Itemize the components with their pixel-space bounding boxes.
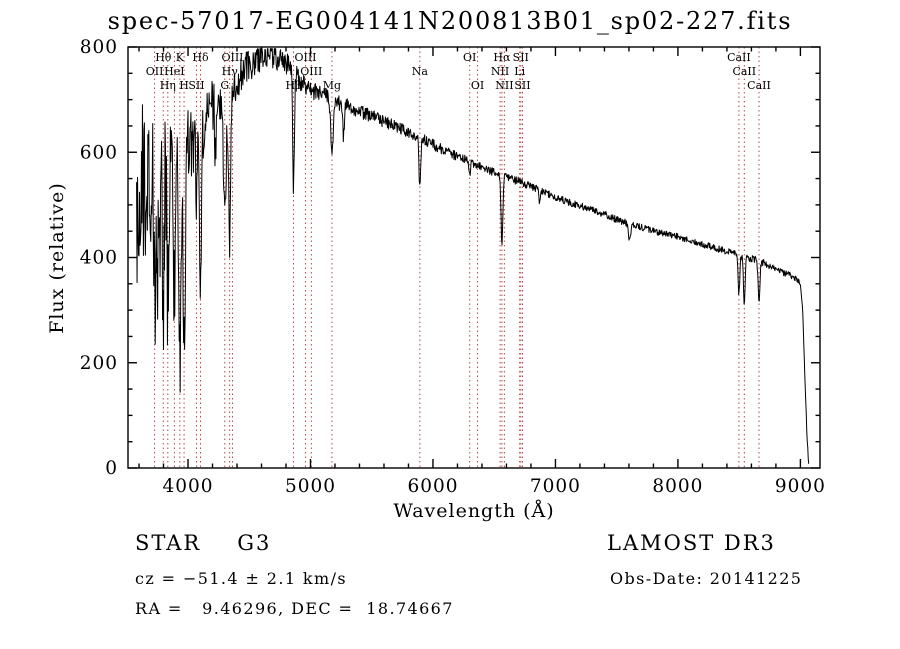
spectral-line-label: SII [514,79,530,92]
spectral-line-label: Li [514,65,525,78]
spectral-line-label: Hη [160,79,176,92]
x-tick-label: 7000 [530,476,581,497]
spectral-line-label: K [176,51,185,64]
spectral-line-label: CaII [747,79,771,92]
y-tick-label: 400 [80,248,118,269]
spectral-line-label: NII [491,65,509,78]
y-tick-label: 800 [80,37,118,58]
x-tick-label: 6000 [407,476,458,497]
y-tick-label: 0 [105,458,118,479]
spectral-line-label: OIII [294,51,316,64]
spectral-line-label: SII [513,51,529,64]
spectral-line-label: Mg [323,79,341,92]
axis-ticks [127,46,821,469]
x-tick-label: 9000 [775,476,826,497]
spectral-line-label: Hγ [222,65,239,78]
spectral-line-label: Hδ [192,51,209,64]
object-subclass: G3 [237,531,272,555]
object-classification: STAR G3 [135,531,271,555]
x-tick-label: 4000 [162,476,213,497]
y-tick-label: 200 [80,353,118,374]
x-tick-label: 8000 [652,476,703,497]
spectral-line-label: H [179,79,189,92]
spectral-line-label: OI [471,79,484,92]
spectral-line-label: CaII [727,51,751,64]
ra-dec: RA = 9.46296, DEC = 18.74667 [135,599,454,618]
spectral-line-label: Na [412,65,429,78]
spectral-line-label: Hα [493,51,511,64]
y-axis-label: Flux (relative) [46,182,68,334]
spectral-line-label: Hθ [155,51,172,64]
spectral-line-label: SII [188,79,204,92]
spectral-line-label: OII [146,65,164,78]
plot-title: spec-57017-EG004141N200813B01_sp02-227.f… [107,7,793,35]
obs-date: Obs-Date: 20141225 [610,569,803,588]
x-tick-label: 5000 [285,476,336,497]
spectral-line-label: OIII [300,65,322,78]
spectral-line-label: CaII [732,65,756,78]
spectrum-trace [136,48,810,464]
x-axis-label: Wavelength (Å) [393,500,554,522]
spectral-line-label: G [220,79,229,92]
tick-labels: 4000 5000 6000 7000 8000 9000 0 200 400 600 800 [80,37,826,497]
survey-release: LAMOST DR3 [607,531,776,555]
spectral-line-label: OIII [221,51,243,64]
spectral-line-label: OI [463,51,476,64]
spectral-line-label: HeI [164,65,184,78]
spectral-line-label: NII [495,79,513,92]
radial-velocity: cz = −51.4 ± 2.1 km/s [135,569,347,588]
spectral-ref-lines [154,47,760,468]
object-type: STAR [135,531,202,555]
spectral-line-label: Hβ [286,79,302,92]
y-tick-label: 600 [80,142,118,163]
